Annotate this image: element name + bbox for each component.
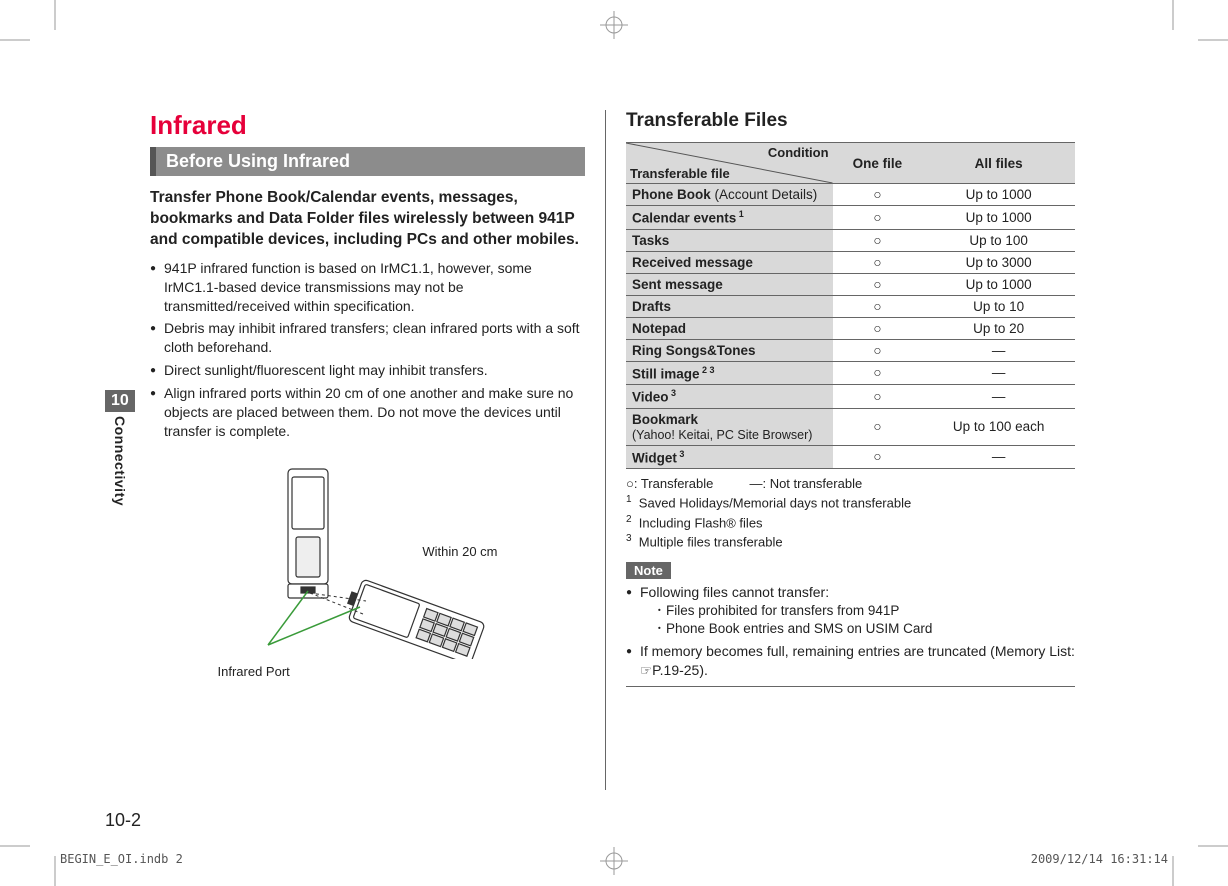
cell-all-files: ― [922, 339, 1075, 361]
cell-one-file: ○ [833, 229, 923, 251]
note-item: If memory becomes full, remaining entrie… [626, 642, 1075, 680]
cell-all-files: Up to 100 each [922, 408, 1075, 445]
table-row: Notepad○Up to 20 [626, 317, 1075, 339]
note-label: Note [626, 562, 671, 579]
note-item: Following files cannot transfer: Files p… [626, 583, 1075, 638]
row-label: Tasks [626, 229, 833, 251]
left-column: 10 Connectivity Infrared Before Using In… [150, 110, 605, 790]
cell-one-file: ○ [833, 317, 923, 339]
table-row: Bookmark(Yahoo! Keitai, PC Site Browser)… [626, 408, 1075, 445]
note-subitem: Phone Book entries and SMS on USIM Card [656, 620, 1075, 638]
cell-one-file: ○ [833, 361, 923, 385]
infrared-diagram: Infrared Port Within 20 cm [150, 459, 585, 679]
header-one-file: One file [833, 143, 923, 184]
header-transferable-file: Transferable file [630, 166, 730, 181]
table-row: Calendar events 1○Up to 1000 [626, 206, 1075, 230]
main-title: Infrared [150, 110, 585, 141]
bullet-item: Debris may inhibit infrared transfers; c… [150, 319, 585, 357]
table-row: Sent message○Up to 1000 [626, 273, 1075, 295]
cell-one-file: ○ [833, 251, 923, 273]
note-list: Following files cannot transfer: Files p… [626, 583, 1075, 680]
bullet-item: Align infrared ports within 20 cm of one… [150, 384, 585, 441]
table-row: Received message○Up to 3000 [626, 251, 1075, 273]
footnote-3: Multiple files transferable [639, 535, 783, 550]
cell-all-files: Up to 100 [922, 229, 1075, 251]
transferable-table: Condition Transferable file One file All… [626, 142, 1075, 469]
footnote-1: Saved Holidays/Memorial days not transfe… [639, 496, 911, 511]
distance-label: Within 20 cm [422, 544, 497, 559]
chapter-tab: 10 Connectivity [105, 390, 135, 506]
header-all-files: All files [922, 143, 1075, 184]
port-label: Infrared Port [218, 664, 290, 679]
chapter-label: Connectivity [112, 416, 128, 506]
chapter-number: 10 [105, 390, 135, 412]
table-row: Widget 3○― [626, 445, 1075, 469]
cell-all-files: Up to 10 [922, 295, 1075, 317]
table-row: Phone Book (Account Details)○Up to 1000 [626, 184, 1075, 206]
diagonal-header: Condition Transferable file [626, 143, 833, 183]
row-label: Ring Songs&Tones [626, 339, 833, 361]
row-label: Phone Book (Account Details) [626, 184, 833, 206]
lead-paragraph: Transfer Phone Book/Calendar events, mes… [150, 188, 585, 251]
cell-one-file: ○ [833, 445, 923, 469]
row-label: Bookmark(Yahoo! Keitai, PC Site Browser) [626, 408, 833, 445]
row-label: Received message [626, 251, 833, 273]
cell-all-files: Up to 20 [922, 317, 1075, 339]
cell-all-files: ― [922, 361, 1075, 385]
table-row: Ring Songs&Tones○― [626, 339, 1075, 361]
cell-one-file: ○ [833, 408, 923, 445]
cell-all-files: ― [922, 445, 1075, 469]
cell-one-file: ○ [833, 206, 923, 230]
cell-all-files: ― [922, 385, 1075, 409]
table-row: Tasks○Up to 100 [626, 229, 1075, 251]
footer-file: BEGIN_E_OI.indb 2 [60, 852, 183, 866]
row-label: Calendar events 1 [626, 206, 833, 230]
bullet-item: Direct sunlight/fluorescent light may in… [150, 361, 585, 380]
bullet-list: 941P infrared function is based on IrMC1… [150, 259, 585, 441]
cell-one-file: ○ [833, 273, 923, 295]
header-condition: Condition [768, 145, 829, 160]
section-subhead: Before Using Infrared [150, 147, 585, 176]
table-row: Drafts○Up to 10 [626, 295, 1075, 317]
cell-one-file: ○ [833, 295, 923, 317]
legend: ○: Transferable ―: Not transferable 1 Sa… [626, 475, 1075, 552]
cell-all-files: Up to 1000 [922, 184, 1075, 206]
cell-all-files: Up to 1000 [922, 273, 1075, 295]
cell-one-file: ○ [833, 385, 923, 409]
table-row: Video 3○― [626, 385, 1075, 409]
footer-timestamp: 2009/12/14 16:31:14 [1031, 852, 1168, 866]
row-label: Drafts [626, 295, 833, 317]
legend-not-transferable: ―: Not transferable [749, 476, 862, 491]
legend-transferable: ○: Transferable [626, 476, 713, 491]
note-subitem: Files prohibited for transfers from 941P [656, 602, 1075, 620]
row-label: Video 3 [626, 385, 833, 409]
row-label: Notepad [626, 317, 833, 339]
table-row: Still image 2 3○― [626, 361, 1075, 385]
cell-one-file: ○ [833, 339, 923, 361]
row-label: Still image 2 3 [626, 361, 833, 385]
right-column: Transferable Files Condition Transferabl… [605, 110, 1075, 790]
bullet-item: 941P infrared function is based on IrMC1… [150, 259, 585, 316]
row-label: Widget 3 [626, 445, 833, 469]
cell-all-files: Up to 3000 [922, 251, 1075, 273]
transferable-title: Transferable Files [626, 110, 1075, 132]
cell-one-file: ○ [833, 184, 923, 206]
row-label: Sent message [626, 273, 833, 295]
page-number: 10-2 [105, 810, 141, 831]
footnote-2: Including Flash® files [639, 515, 763, 530]
cell-all-files: Up to 1000 [922, 206, 1075, 230]
